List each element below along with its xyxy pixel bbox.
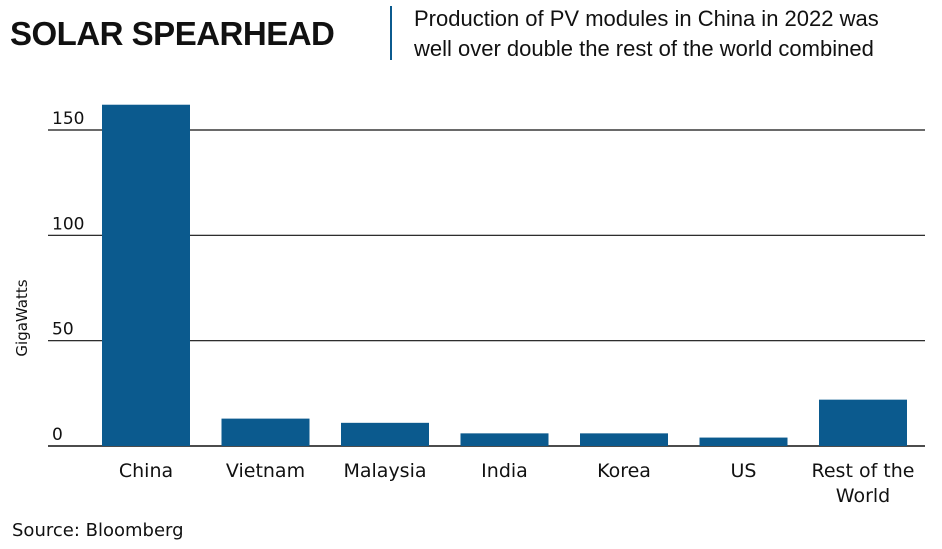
- x-category-label: Korea: [597, 460, 651, 482]
- x-category-label-line: Vietnam: [226, 460, 305, 482]
- y-tick-label: 150: [52, 109, 84, 129]
- bar: [102, 104, 190, 446]
- bar: [221, 418, 310, 446]
- bar: [819, 399, 907, 446]
- subtitle-line-2: well over double the rest of the world c…: [414, 36, 874, 61]
- source-note: Source: Bloomberg: [12, 520, 184, 541]
- x-category-label: India: [481, 460, 528, 482]
- bar-chart: 0 50 100 150 China Vietnam Malaysia India Korea…: [13, 104, 925, 507]
- chart-title: SOLAR SPEARHEAD: [10, 15, 335, 52]
- x-category-label-line: Korea: [597, 460, 651, 482]
- x-category-labels: China Vietnam Malaysia India Korea US Rest of …: [119, 460, 915, 507]
- chart-subtitle: Production of PV modules in China in 202…: [414, 4, 934, 64]
- y-axis-label: GigaWatts: [13, 279, 31, 356]
- x-category-label: US: [731, 460, 757, 482]
- x-category-label-line: China: [119, 460, 173, 482]
- bar: [580, 433, 668, 446]
- y-tick-labels: 0 50 100 150: [52, 109, 84, 445]
- x-category-label: Malaysia: [343, 460, 426, 482]
- x-category-label: Vietnam: [226, 460, 305, 482]
- y-tick-label: 100: [52, 214, 84, 234]
- subtitle-line-1: Production of PV modules in China in 202…: [414, 6, 879, 31]
- x-category-label-line: US: [731, 460, 757, 482]
- x-category-label: Rest of the World: [812, 460, 915, 507]
- x-category-label-line: Rest of the: [812, 460, 915, 482]
- x-category-label-line: India: [481, 460, 528, 482]
- bar: [341, 422, 429, 446]
- bars: [102, 104, 907, 446]
- x-category-label-line: Malaysia: [343, 460, 426, 482]
- bar: [460, 433, 549, 446]
- header-divider: [390, 6, 392, 60]
- x-category-label-line: World: [836, 485, 890, 507]
- bar: [699, 437, 788, 446]
- x-category-label: China: [119, 460, 173, 482]
- y-tick-label: 0: [52, 425, 63, 445]
- y-tick-label: 50: [52, 320, 74, 340]
